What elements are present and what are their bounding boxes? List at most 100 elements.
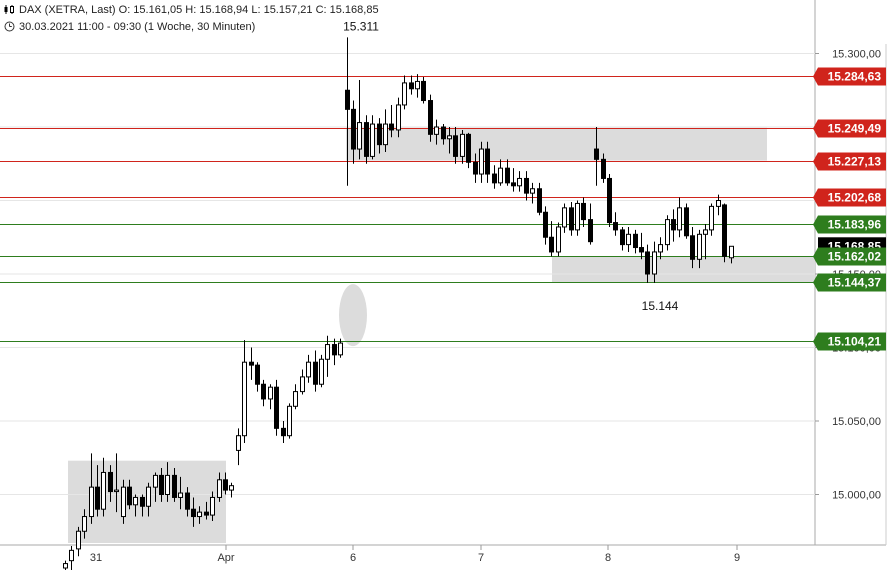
candle-body-down xyxy=(588,219,593,243)
candle-body-up xyxy=(217,479,222,498)
candle-body-down xyxy=(255,364,260,385)
candle-body-down xyxy=(140,496,145,507)
candle-body-down xyxy=(537,188,542,213)
candle-body-up xyxy=(114,489,119,493)
candle-body-down xyxy=(492,173,497,184)
chart-header-period: 30.03.2021 11:00 - 09:30 (1 Woche, 30 Mi… xyxy=(4,21,255,33)
candle-body-down xyxy=(466,133,471,163)
resistance-price-label-2: 15.249,49 xyxy=(828,122,882,136)
candle-body-up xyxy=(498,167,503,184)
candle-body-up xyxy=(415,80,420,90)
candle-body-down xyxy=(204,511,209,516)
consolidation-zone-3 xyxy=(552,256,815,283)
support-price-tag-4 xyxy=(818,332,886,351)
candle-body-down xyxy=(332,344,337,356)
candle-body-up xyxy=(460,133,465,157)
candle-body-down xyxy=(639,247,644,253)
resistance-price-label-1: 15.284,63 xyxy=(828,70,882,84)
candle-body-up xyxy=(319,358,324,385)
candle-body-up xyxy=(229,485,234,491)
candle-body-down xyxy=(543,211,548,238)
candle-body-down xyxy=(364,122,369,157)
candle-body-up xyxy=(165,474,170,496)
support-price-tag-2 xyxy=(818,247,886,266)
candle-body-up xyxy=(133,496,138,506)
candle-body-down xyxy=(191,508,196,518)
period-text: 30.03.2021 11:00 - 09:30 (1 Woche, 30 Mi… xyxy=(19,21,256,33)
candle-body-down xyxy=(313,361,318,385)
candle-body-up xyxy=(479,148,484,175)
clock-icon xyxy=(4,21,15,32)
candle-body-down xyxy=(524,177,529,194)
support-price-label-1: 15.183,96 xyxy=(828,218,882,232)
candle-body-up xyxy=(396,104,401,131)
candle-body-up xyxy=(556,226,561,253)
resistance-price-tag-arrow xyxy=(813,188,818,207)
candle-body-up xyxy=(709,205,714,231)
candle-body-down xyxy=(620,229,625,246)
candle-body-up xyxy=(575,202,580,231)
candle-body-up xyxy=(434,126,439,135)
x-axis-label-7: 7 xyxy=(478,552,484,564)
chart-header-quote: DAX (XETRA, Last) O: 15.161,05 H: 15.168… xyxy=(4,4,379,16)
candle-body-up xyxy=(517,177,522,187)
candle-body-up xyxy=(562,207,567,228)
candle-body-up xyxy=(178,492,183,498)
candle-body-down xyxy=(473,161,478,175)
resistance-price-label-3: 15.227,13 xyxy=(828,155,882,169)
candle-body-down xyxy=(671,219,676,231)
resistance-price-tag-arrow xyxy=(813,67,818,86)
gap-highlight xyxy=(339,284,367,347)
price-annotation-2: 15.144 xyxy=(642,299,679,313)
candle-body-up xyxy=(402,82,407,106)
candle-body-down xyxy=(127,486,132,506)
candle-body-down xyxy=(581,202,586,221)
candle-body-down xyxy=(441,126,446,140)
resistance-price-tag-arrow xyxy=(813,152,818,171)
candle-body-down xyxy=(569,207,574,231)
candle-body-down xyxy=(274,386,279,429)
candle-body-up xyxy=(325,344,330,360)
candle-body-down xyxy=(645,251,650,275)
candle-body-up xyxy=(370,123,375,157)
consolidation-zone-2 xyxy=(346,127,767,161)
candle-body-up xyxy=(338,342,343,356)
candle-body-up xyxy=(197,511,202,518)
candle-body-up xyxy=(652,251,657,275)
support-price-label-2: 15.162,02 xyxy=(828,250,882,264)
candle-body-up xyxy=(146,486,151,507)
candle-body-down xyxy=(95,486,100,510)
support-price-tag-arrow xyxy=(813,332,818,351)
candle-body-up xyxy=(153,474,158,488)
candle-body-up xyxy=(69,549,74,562)
candle-body-up xyxy=(447,135,452,140)
candle-body-down xyxy=(185,492,190,510)
support-price-label-4: 15.104,21 xyxy=(828,335,882,349)
candle-body-up xyxy=(357,122,362,150)
candle-body-down xyxy=(607,177,612,224)
candle-body-down xyxy=(453,135,458,157)
x-axis-label-Apr: Apr xyxy=(217,552,234,564)
candle-body-down xyxy=(594,148,599,160)
y-axis-tick-label: 15.050,00 xyxy=(832,416,881,428)
candle-body-down xyxy=(722,204,727,257)
candlestick-chart-icon xyxy=(4,5,14,14)
resistance-price-tag-3 xyxy=(818,152,886,171)
candle-body-down xyxy=(428,100,433,135)
candle-body-down xyxy=(159,474,164,496)
candle-body-up xyxy=(306,361,311,378)
candle-body-up xyxy=(287,405,292,437)
candle-body-down xyxy=(613,222,618,231)
candle-body-down xyxy=(485,148,490,175)
quote-text: DAX (XETRA, Last) O: 15.161,05 H: 15.168… xyxy=(19,4,379,16)
candle-body-down xyxy=(172,474,177,498)
support-price-tag-1 xyxy=(818,215,886,234)
candle-body-down xyxy=(249,361,254,366)
candle-body-down xyxy=(377,123,382,146)
support-price-tag-arrow xyxy=(813,247,818,266)
candle-body-up xyxy=(82,516,87,532)
candle-body-up xyxy=(677,207,682,231)
candle-body-up xyxy=(236,435,241,451)
